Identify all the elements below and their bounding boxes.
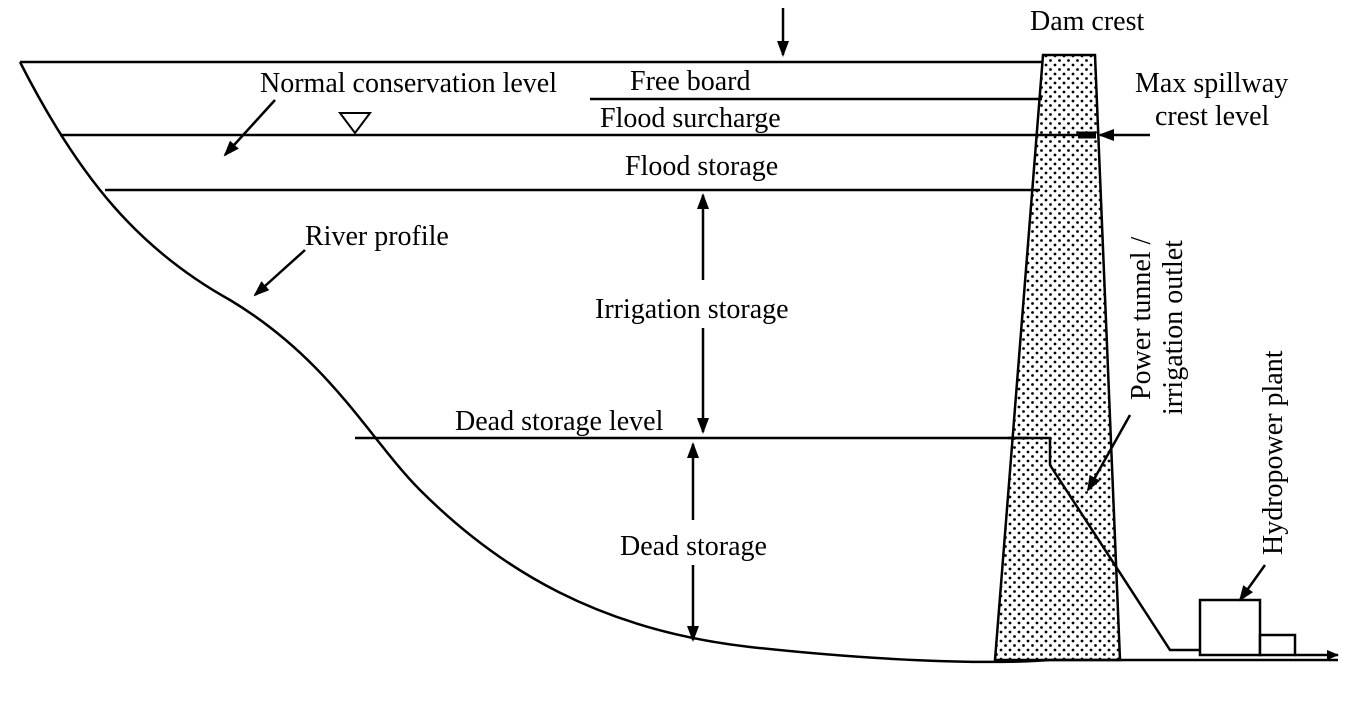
hydropower-outlet-box xyxy=(1260,635,1295,655)
dam-body xyxy=(995,55,1120,660)
label-dead-storage-level: Dead storage level xyxy=(455,406,664,437)
label-free-board: Free board xyxy=(630,66,751,97)
label-irrigation-storage: Irrigation storage xyxy=(595,294,789,325)
label-power-tunnel-2: irrigation outlet xyxy=(1158,240,1189,415)
label-dead-storage: Dead storage xyxy=(620,531,767,562)
label-river-profile: River profile xyxy=(305,221,449,252)
label-power-tunnel-1: Power tunnel / xyxy=(1126,236,1157,400)
arrow-hydropower xyxy=(1240,565,1265,600)
hydropower-plant-box xyxy=(1200,600,1260,655)
reservoir-diagram: Dam crest Free board Flood surcharge Flo… xyxy=(0,0,1368,716)
label-max-spillway-1: Max spillway xyxy=(1135,68,1288,99)
label-flood-storage: Flood storage xyxy=(625,151,778,182)
label-flood-surcharge: Flood surcharge xyxy=(600,103,781,134)
label-dam-crest: Dam crest xyxy=(1030,6,1145,37)
label-max-spillway-2: crest level xyxy=(1155,101,1269,132)
water-surface-icon xyxy=(340,113,370,133)
label-normal-conservation: Normal conservation level xyxy=(260,68,557,99)
label-hydropower-plant: Hydropower plant xyxy=(1258,350,1289,555)
arrow-normal-conservation xyxy=(225,100,275,155)
arrow-river-profile xyxy=(255,250,305,295)
